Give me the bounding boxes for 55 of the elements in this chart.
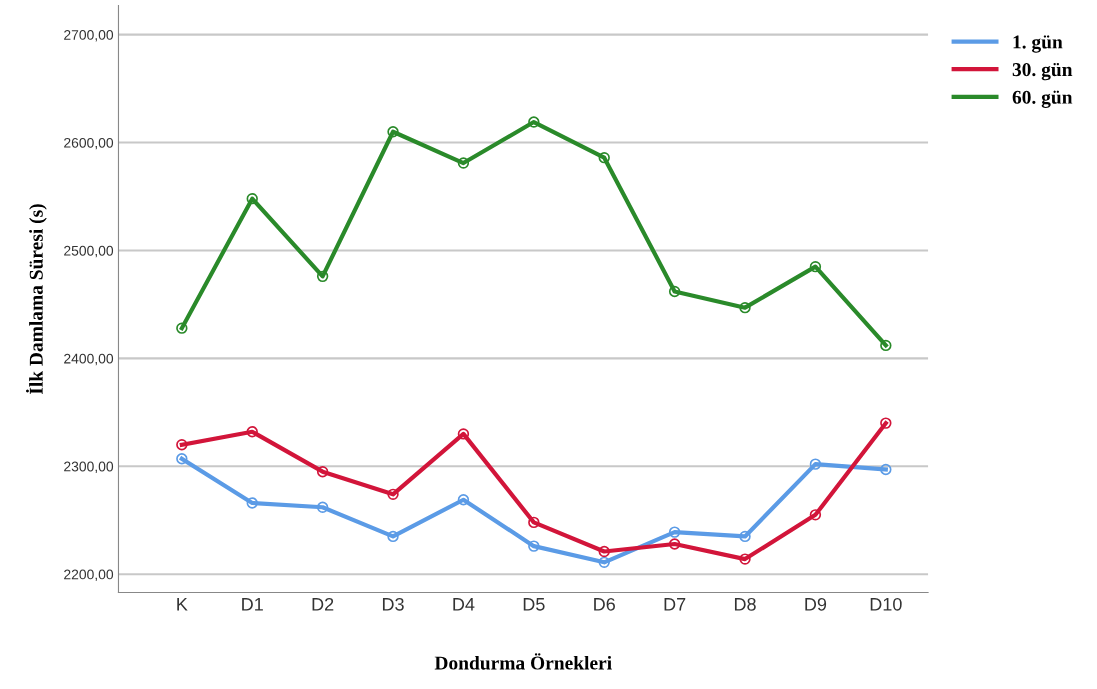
x-tick-label: D8	[734, 597, 756, 611]
point	[387, 488, 399, 501]
x-tick-label: D4	[453, 598, 475, 611]
y-tick-label: 2400,00	[64, 353, 114, 366]
y-tick-label: 2600,00	[64, 137, 114, 150]
y-tick-label: 2500,00	[64, 245, 114, 258]
legend-label: 60. gün	[1012, 90, 1073, 108]
x-tick-label: D7	[664, 598, 686, 611]
point	[528, 516, 540, 529]
point	[387, 530, 399, 543]
x-tick-label: D1	[242, 598, 263, 611]
y-tick-label: 2700,00	[64, 29, 114, 42]
point	[176, 439, 188, 451]
point	[739, 553, 751, 565]
point	[739, 530, 751, 543]
point	[668, 285, 681, 298]
point	[880, 463, 892, 476]
y-tick-label: 2300,00	[64, 461, 114, 474]
point	[880, 417, 892, 429]
point	[528, 540, 540, 552]
point	[668, 526, 681, 538]
point	[316, 465, 329, 478]
point	[598, 151, 610, 164]
point	[246, 192, 258, 205]
point	[176, 322, 188, 334]
x-tick-label: D5	[523, 598, 545, 611]
x-tick-label: D3	[382, 597, 404, 611]
x-tick-label: D9	[805, 597, 827, 611]
point	[528, 116, 540, 128]
y-axis-title: İlk Damlama Süresi (s)	[26, 204, 47, 395]
point	[457, 157, 470, 169]
point	[316, 501, 329, 513]
point	[598, 556, 610, 569]
point	[739, 301, 751, 314]
x-axis-title: Dondurma Örnekleri	[434, 653, 612, 670]
point	[809, 458, 822, 470]
x-tick-label: D10	[870, 597, 902, 611]
point	[176, 453, 188, 465]
x-tick-label: D2	[312, 597, 334, 611]
point	[316, 270, 329, 283]
point	[387, 126, 399, 138]
point	[809, 260, 822, 273]
x-tick-label: D6	[594, 597, 615, 611]
point	[880, 339, 892, 352]
x-tick-label: K	[177, 598, 188, 611]
y-tick-label: 2200,00	[64, 569, 114, 582]
point	[246, 426, 258, 438]
point	[457, 494, 470, 506]
point	[246, 497, 258, 509]
point	[598, 545, 610, 558]
point	[668, 538, 681, 550]
legend-label: 30. gün	[1012, 62, 1073, 81]
point	[809, 509, 822, 521]
legend-label: 1. gün	[1013, 35, 1063, 53]
point	[457, 428, 470, 440]
